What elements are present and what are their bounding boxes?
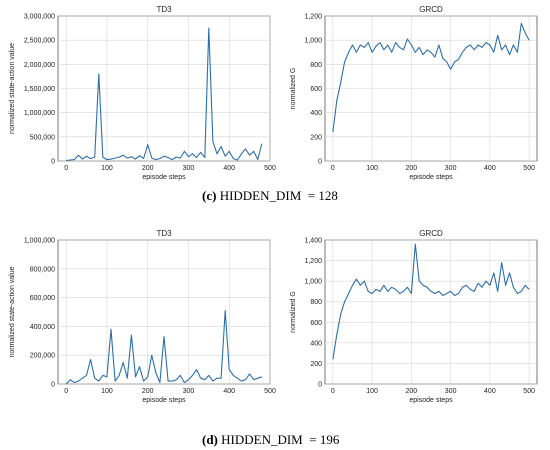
x-tick-label: 400: [223, 165, 235, 172]
plot-frame: [57, 239, 271, 385]
caption-c-tag: (c): [202, 188, 217, 203]
x-tick-label: 500: [264, 165, 276, 172]
y-tick-label: 800: [310, 299, 322, 306]
x-tick-label: 0: [64, 388, 68, 395]
y-tick-label: 200: [310, 361, 322, 368]
x-tick-label: 500: [523, 165, 535, 172]
y-tick-label: 2,000,000: [24, 62, 55, 69]
y-tick-label: 1,000,000: [24, 110, 55, 117]
x-tick-label: 0: [331, 388, 335, 395]
y-tick-label: 1,200: [304, 14, 322, 21]
x-tick-label: 400: [223, 388, 235, 395]
x-axis-label: episode steps: [409, 174, 453, 181]
y-tick-label: 800,000: [30, 266, 55, 273]
caption-d-text: HIDDEN_DIM = 196: [217, 432, 340, 447]
y-tick-label: 400,000: [30, 324, 55, 331]
x-tick-label: 500: [264, 388, 276, 395]
series-line: [66, 27, 263, 162]
y-tick-label: 600: [310, 320, 322, 327]
caption-c-text: HIDDEN_DIM = 128: [216, 188, 338, 203]
y-tick-label: 200: [310, 134, 322, 141]
x-tick-label: 100: [366, 388, 378, 395]
y-tick-label: 200,000: [30, 353, 55, 360]
y-axis-label: normalized state-action value: [9, 43, 16, 134]
x-tick-label: 200: [406, 388, 418, 395]
x-tick-label: 500: [523, 388, 535, 395]
series-line: [332, 22, 530, 133]
y-tick-label: 0: [318, 382, 322, 389]
x-tick-label: 100: [101, 388, 113, 395]
x-tick-label: 200: [142, 388, 154, 395]
series-line: [65, 310, 262, 385]
y-tick-label: 1,400: [304, 238, 322, 245]
chart-grcd-128: 0 100 200 300 400 500 0 200 400 600 800 1,000 1,200 G…: [290, 5, 538, 181]
series-line: [332, 243, 530, 360]
x-tick-label: 300: [445, 388, 457, 395]
x-axis-label: episode steps: [142, 174, 186, 181]
y-tick-label: 800: [310, 62, 322, 69]
y-tick-label: 1,000,000: [24, 238, 55, 245]
y-tick-label: 600,000: [30, 295, 55, 302]
x-tick-label: 0: [64, 165, 68, 172]
y-tick-label: 500,000: [30, 134, 55, 141]
y-tick-label: 0: [51, 159, 55, 166]
chart-title: TD3: [156, 5, 172, 14]
chart-title: GRCD: [419, 229, 443, 238]
y-tick-label: 0: [318, 159, 322, 166]
y-tick-label: 0: [51, 382, 55, 389]
chart-td3-196: 0 100 200 300 400 500 0 200,000 400,000 600,000 80…: [9, 229, 276, 404]
y-tick-label: 600: [310, 86, 322, 93]
x-tick-label: 100: [101, 165, 113, 172]
x-tick-label: 0: [331, 165, 335, 172]
x-tick-label: 200: [142, 165, 154, 172]
x-tick-label: 100: [366, 165, 378, 172]
x-tick-label: 300: [445, 165, 457, 172]
chart-title: TD3: [156, 229, 172, 238]
y-tick-label: 400: [310, 110, 322, 117]
caption-d: (d) HIDDEN_DIM = 196: [202, 432, 339, 448]
y-tick-label: 1,500,000: [24, 86, 55, 93]
caption-d-tag: (d): [202, 432, 218, 447]
caption-c: (c) HIDDEN_DIM = 128: [202, 188, 338, 204]
y-axis-label: normalized G: [290, 291, 297, 333]
x-tick-label: 400: [484, 165, 496, 172]
y-tick-label: 1,200: [304, 258, 322, 265]
y-tick-label: 1,000: [304, 38, 322, 45]
plot-frame: [324, 239, 538, 385]
x-tick-label: 300: [183, 388, 195, 395]
chart-td3-128: 0 100 200 300 400 500 0 500,000 1,000,000 1,500,0…: [9, 5, 276, 181]
x-tick-label: 200: [406, 165, 418, 172]
x-tick-label: 300: [183, 165, 195, 172]
y-tick-label: 400: [310, 340, 322, 347]
y-tick-label: 2,500,000: [24, 38, 55, 45]
x-axis-label: episode steps: [142, 397, 186, 404]
y-tick-label: 1,000: [304, 279, 322, 286]
x-tick-label: 400: [484, 388, 496, 395]
x-axis-label: episode steps: [409, 397, 453, 404]
chart-title: GRCD: [419, 5, 443, 14]
chart-grcd-196: 0 100 200 300 400 500 0 200 400 600 800 1,000 1,200 1…: [290, 229, 538, 404]
y-tick-label: 3,000,000: [24, 14, 55, 21]
y-axis-label: normalized G: [290, 68, 297, 110]
y-axis-label: normalized state-action value: [9, 266, 16, 357]
